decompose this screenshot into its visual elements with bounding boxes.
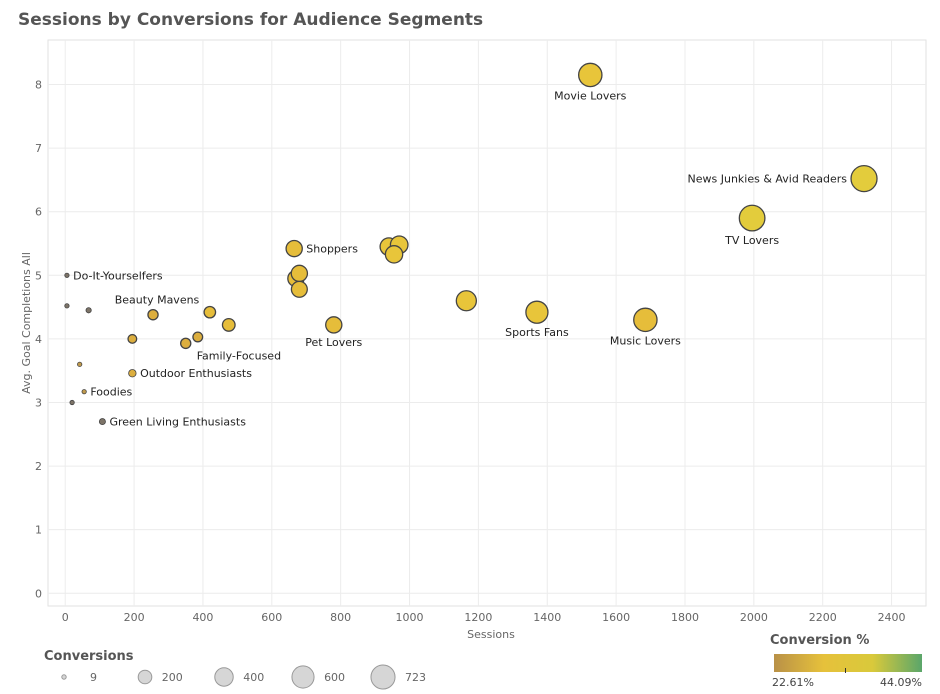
point-label: Beauty Mavens xyxy=(115,294,200,307)
size-legend-circle xyxy=(137,669,153,685)
point-label: Shoppers xyxy=(306,243,358,256)
color-legend-max: 44.09% xyxy=(880,676,922,689)
size-legend-circle xyxy=(291,665,315,689)
y-tick-label: 5 xyxy=(35,269,42,282)
x-tick-label: 2000 xyxy=(740,611,768,624)
point-label: Outdoor Enthusiasts xyxy=(140,367,252,380)
color-legend-min: 22.61% xyxy=(772,676,814,689)
plot-area xyxy=(47,39,927,607)
data-point xyxy=(64,303,70,309)
size-legend-label: 9 xyxy=(90,671,97,684)
data-point xyxy=(69,399,75,406)
data-point xyxy=(85,307,92,314)
data-point xyxy=(98,418,106,426)
data-point xyxy=(147,309,159,321)
chart-title: Sessions by Conversions for Audience Seg… xyxy=(18,10,484,30)
point-label: Family-Focused xyxy=(197,349,281,362)
color-legend-marker xyxy=(845,668,846,673)
x-tick-label: 2200 xyxy=(809,611,837,624)
y-tick-label: 0 xyxy=(35,587,42,600)
x-tick-label: 600 xyxy=(261,611,282,624)
size-legend-circle xyxy=(61,674,67,680)
y-tick-label: 3 xyxy=(35,396,42,409)
point-label: TV Lovers xyxy=(724,234,779,247)
y-tick-label: 1 xyxy=(35,524,42,537)
size-legend-circle xyxy=(370,664,396,690)
data-point xyxy=(221,317,236,332)
data-point xyxy=(738,204,766,232)
data-point xyxy=(203,305,217,319)
data-point xyxy=(850,164,878,193)
x-tick-label: 200 xyxy=(124,611,145,624)
data-point xyxy=(81,389,87,395)
y-tick-label: 6 xyxy=(35,206,42,219)
data-point xyxy=(128,369,137,378)
data-point xyxy=(64,272,70,278)
size-legend: 9 200 400 600 723 xyxy=(61,664,426,690)
size-legend-label: 723 xyxy=(405,671,426,684)
x-tick-label: 1600 xyxy=(602,611,630,624)
data-point xyxy=(455,290,478,312)
size-legend-label: 600 xyxy=(324,671,345,684)
x-axis-label: Sessions xyxy=(467,628,515,641)
data-point xyxy=(77,361,83,367)
x-tick-label: 1000 xyxy=(396,611,424,624)
point-label: Sports Fans xyxy=(505,326,569,339)
x-tick-label: 2400 xyxy=(878,611,906,624)
data-point xyxy=(285,239,303,258)
x-tick-label: 800 xyxy=(330,611,351,624)
color-legend-bar xyxy=(774,654,922,672)
x-tick-label: 1400 xyxy=(533,611,561,624)
data-point xyxy=(384,245,404,264)
data-point xyxy=(290,264,309,283)
y-axis-label: Avg. Goal Completions All xyxy=(20,252,33,394)
data-point xyxy=(633,307,658,333)
data-point xyxy=(525,300,549,324)
point-label: Foodies xyxy=(90,386,132,399)
point-label: News Junkies & Avid Readers xyxy=(688,173,848,186)
size-legend-circle xyxy=(214,667,234,687)
point-label: Movie Lovers xyxy=(554,90,627,103)
size-legend-label: 400 xyxy=(243,671,264,684)
point-label: Green Living Enthusiasts xyxy=(109,416,246,429)
point-label: Pet Lovers xyxy=(305,336,362,349)
data-point xyxy=(290,280,308,298)
color-legend-title: Conversion % xyxy=(770,633,870,648)
data-point xyxy=(127,333,138,344)
size-legend-label: 200 xyxy=(162,671,183,684)
point-label: Do-It-Yourselfers xyxy=(73,269,163,282)
x-tick-label: 400 xyxy=(192,611,213,624)
x-tick-label: 1200 xyxy=(464,611,492,624)
x-tick-label: 1800 xyxy=(671,611,699,624)
data-point xyxy=(180,337,192,350)
point-label: Music Lovers xyxy=(610,334,681,347)
x-tick-label: 0 xyxy=(62,611,69,624)
data-point xyxy=(325,316,343,334)
size-legend-title: Conversions xyxy=(44,649,134,664)
y-tick-label: 4 xyxy=(35,333,42,346)
data-point xyxy=(578,62,603,88)
y-tick-label: 8 xyxy=(35,79,42,92)
y-tick-label: 7 xyxy=(35,142,42,155)
data-point xyxy=(192,331,204,343)
y-tick-label: 2 xyxy=(35,460,42,473)
